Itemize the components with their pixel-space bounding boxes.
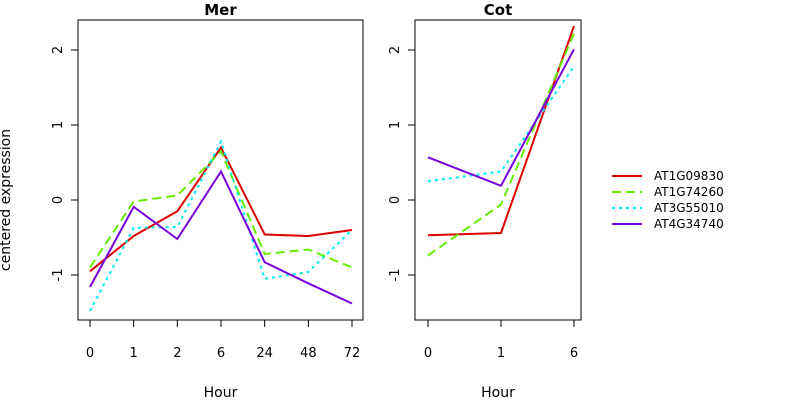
y-axis-label: centered expression [0, 129, 14, 271]
series-line-at1g74260 [89, 149, 353, 269]
y-tick-label: 0 [388, 196, 403, 204]
legend: AT1G09830 AT1G74260 AT3G55010 AT4G34740 [612, 169, 724, 231]
plot-frame [414, 19, 582, 321]
x-tick-label: 1 [497, 346, 505, 361]
legend-item: AT1G09830 [612, 169, 724, 183]
legend-label: AT1G09830 [654, 169, 724, 183]
panel-title: Mer [204, 1, 237, 19]
x-tick-label: 24 [256, 346, 273, 361]
y-tick-label: 2 [388, 46, 403, 54]
x-tick-label: 0 [86, 346, 94, 361]
x-tick-label: 6 [217, 346, 225, 361]
y-tick-label: 1 [51, 121, 66, 129]
legend-label: AT3G55010 [654, 201, 724, 215]
y-tick-label: 1 [388, 121, 403, 129]
y-tick-label: -1 [388, 269, 403, 282]
x-tick-label: 6 [570, 346, 578, 361]
series-line-at1g09830 [89, 145, 353, 273]
y-tick-label: 0 [51, 196, 66, 204]
x-tick-label: 1 [130, 346, 138, 361]
legend-item: AT3G55010 [612, 201, 724, 215]
x-tick-label: 48 [300, 346, 317, 361]
panel-cot: Cot 0 1 6 Hour -1 0 1 2 [388, 1, 582, 400]
x-tick-label: 2 [173, 346, 181, 361]
x-tick-label: 0 [424, 346, 432, 361]
series-line-at3g55010 [427, 65, 575, 183]
x-axis-label: Hour [204, 385, 238, 400]
legend-item: AT1G74260 [612, 185, 724, 199]
plot-frame [77, 19, 364, 321]
legend-item: AT4G34740 [612, 217, 724, 231]
y-tick-label: -1 [51, 269, 66, 282]
series-line-at1g74260 [427, 33, 575, 257]
panel-mer: Mer 0 1 2 6 24 48 72 Hour -1 0 1 2 [51, 1, 364, 400]
panel-title: Cot [484, 1, 512, 19]
series-line-at3g55010 [89, 138, 353, 312]
legend-label: AT1G74260 [654, 185, 724, 199]
y-tick-label: 2 [51, 46, 66, 54]
legend-label: AT4G34740 [654, 217, 724, 231]
series-line-at4g34740 [89, 169, 353, 305]
series-line-at4g34740 [427, 48, 575, 188]
x-axis-label: Hour [481, 385, 515, 400]
x-tick-label: 72 [344, 346, 361, 361]
